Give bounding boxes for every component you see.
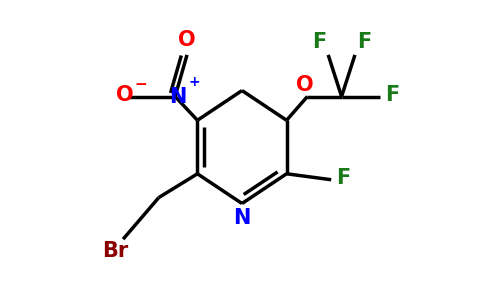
- Text: O: O: [296, 75, 313, 94]
- Text: F: F: [336, 168, 350, 188]
- Text: +: +: [189, 75, 200, 88]
- Text: N: N: [169, 86, 187, 106]
- Text: O: O: [178, 30, 196, 50]
- Text: F: F: [357, 32, 371, 52]
- Text: N: N: [233, 208, 251, 228]
- Text: O: O: [116, 85, 134, 105]
- Text: F: F: [312, 32, 326, 52]
- Text: −: −: [135, 77, 147, 92]
- Text: F: F: [385, 85, 399, 105]
- Text: Br: Br: [103, 241, 129, 261]
